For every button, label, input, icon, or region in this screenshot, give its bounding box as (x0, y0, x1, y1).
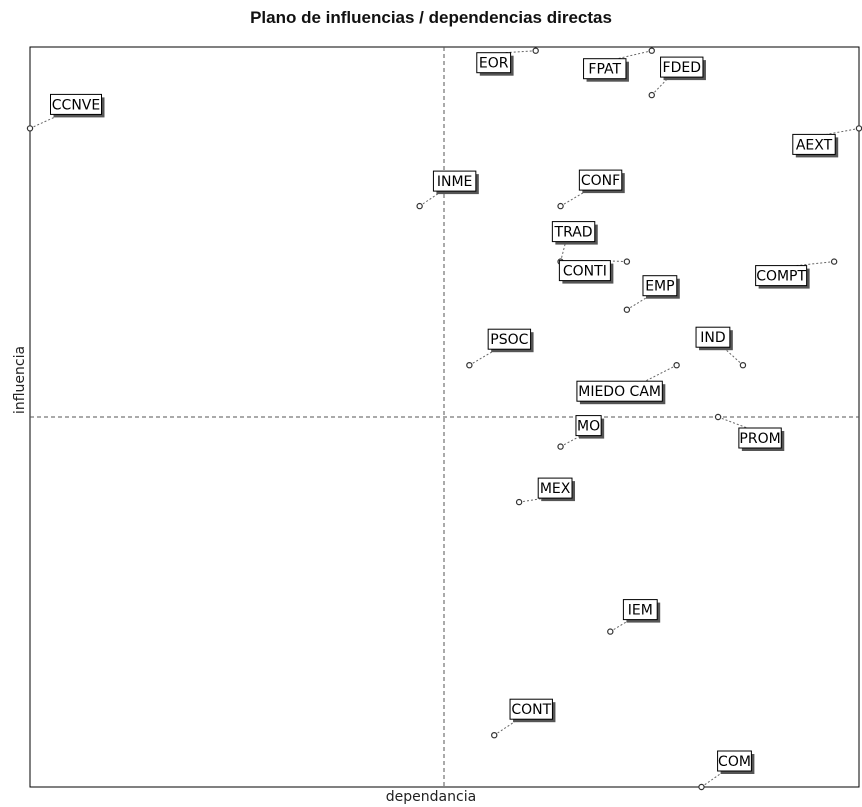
y-axis-label: influencia (12, 345, 28, 415)
point-label: TRAD (554, 225, 593, 241)
leader-line (796, 261, 835, 267)
point-label: MIEDO CAM (578, 384, 661, 400)
point-group: CCNVE (26, 93, 105, 132)
point-label: EOR (479, 56, 509, 72)
data-point (466, 362, 473, 369)
leader-line (560, 435, 582, 448)
leader-line (419, 190, 443, 207)
data-point (698, 783, 705, 791)
label-box (792, 133, 836, 155)
point-group: IND (695, 326, 747, 369)
point-label: COM (718, 754, 751, 770)
data-point (515, 498, 523, 506)
point-group: EOR (476, 47, 539, 76)
point-group: AEXT (792, 125, 862, 158)
point-group: TRAD (551, 221, 598, 265)
label-box (695, 326, 731, 348)
leader-line (600, 260, 627, 263)
point-label: FDED (663, 60, 701, 76)
x-axis-label: dependancia (385, 789, 477, 805)
label-box (551, 221, 596, 243)
leader-line (701, 770, 725, 788)
label-box (576, 380, 663, 402)
data-point (623, 258, 631, 265)
point-label: CONT (511, 702, 551, 718)
point-group: COMPT (755, 258, 838, 289)
point-group: MO (557, 415, 605, 450)
label-box (717, 750, 752, 772)
point-label: PROM (739, 431, 780, 447)
leader-line (560, 241, 567, 262)
point-label: CONTI (563, 264, 607, 280)
point-group: INME (416, 170, 479, 210)
point-group: MEX (515, 477, 576, 506)
point-label: MEX (540, 481, 571, 497)
label-box (432, 170, 477, 192)
data-point (623, 306, 631, 313)
label-box (509, 698, 553, 720)
label-box (578, 169, 623, 191)
label-box (50, 93, 102, 115)
point-group: IEM (607, 599, 661, 635)
label-box (487, 328, 532, 350)
point-group: FPAT (583, 47, 655, 82)
leader-line (560, 189, 589, 207)
point-label: PSOC (490, 332, 528, 348)
point-label: CCNVE (52, 97, 100, 113)
leader-line (722, 346, 744, 366)
leader-line (617, 50, 652, 60)
point-group: COM (698, 750, 755, 791)
point-group: CONTI (558, 258, 631, 284)
point-label: FPAT (588, 62, 621, 78)
data-point (491, 732, 498, 739)
point-group: PROM (714, 413, 785, 451)
data-point (648, 91, 655, 99)
data-point (532, 47, 539, 54)
point-label: CONF (581, 173, 620, 189)
point-label: IEM (628, 603, 653, 619)
point-label: INME (437, 174, 473, 190)
data-point (557, 443, 564, 450)
label-box (738, 427, 782, 449)
leader-line (826, 127, 860, 135)
point-group: CONT (491, 698, 556, 739)
label-box (558, 260, 611, 282)
label-box (476, 52, 512, 74)
label-box (660, 56, 704, 78)
leader-line (645, 364, 677, 382)
point-label: EMP (645, 279, 674, 295)
leader-line (503, 50, 536, 54)
leader-line (717, 416, 748, 429)
label-box (755, 265, 808, 287)
point-label: COMPT (756, 269, 806, 285)
data-point (557, 202, 564, 210)
point-group: CONF (557, 169, 625, 210)
data-point (607, 628, 614, 635)
data-point (739, 362, 747, 369)
leader-line (519, 497, 546, 503)
point-group: MIEDO CAM (576, 362, 680, 405)
label-box (575, 415, 602, 437)
point-label: AEXT (796, 137, 833, 153)
point-group: EMP (623, 275, 680, 313)
data-point (714, 413, 722, 421)
point-group: PSOC (466, 328, 534, 369)
label-box (537, 477, 573, 499)
data-point (855, 125, 862, 132)
data-point (830, 258, 838, 265)
point-label: IND (700, 330, 725, 346)
label-box (642, 275, 678, 297)
label-box (583, 58, 627, 80)
data-point (673, 362, 680, 369)
point-label: MO (577, 419, 600, 435)
data-point (648, 47, 655, 54)
point-group: FDED (648, 56, 706, 99)
label-box (622, 599, 658, 621)
data-point (26, 125, 34, 132)
data-point (416, 202, 423, 210)
leader-line (469, 348, 497, 366)
leader-line (626, 295, 651, 311)
chart-title: Plano de influencias / dependencias dire… (250, 8, 612, 27)
